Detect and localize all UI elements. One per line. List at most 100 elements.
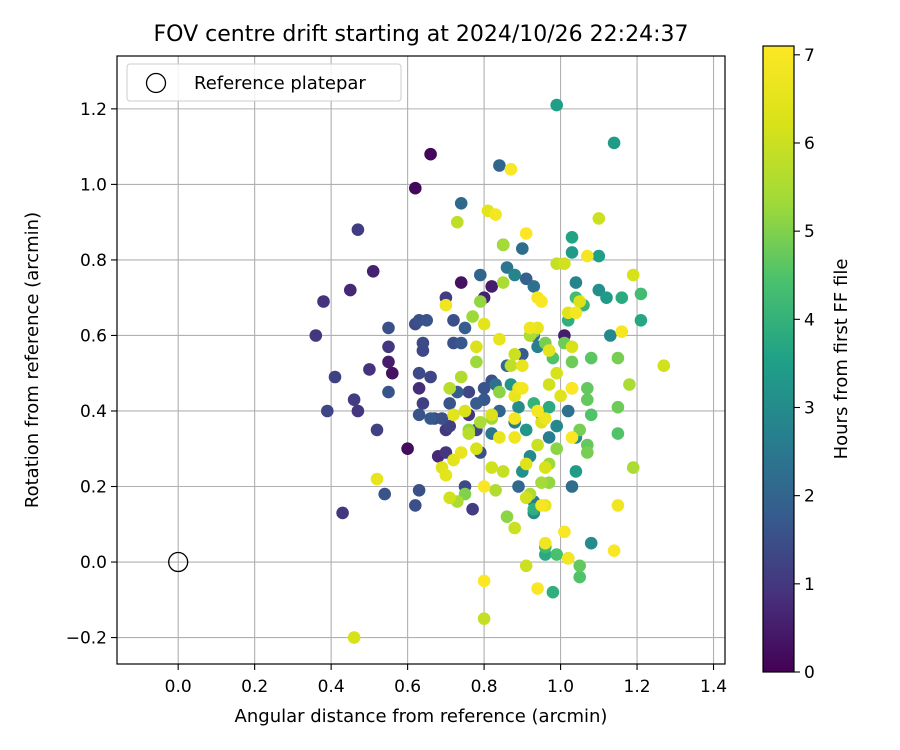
scatter-point: [584, 536, 598, 550]
scatter-point: [454, 276, 468, 289]
scatter-point: [386, 366, 399, 380]
scatter-point: [508, 348, 521, 361]
scatter-point: [611, 499, 625, 512]
scatter-point: [516, 242, 529, 255]
legend: Reference platepar: [126, 63, 402, 102]
scatter-point: [581, 382, 594, 395]
reference-platepar-marker: [168, 551, 189, 573]
scatter-point: [615, 291, 629, 305]
scatter-point: [378, 487, 392, 501]
scatter-point: [439, 298, 453, 312]
scatter-point: [477, 574, 491, 588]
scatter-point: [558, 525, 571, 539]
x-axis: 0.0 0.2 0.4 0.6 0.8 1.0 1.2 1.4: [165, 664, 727, 697]
scatter-point: [466, 310, 479, 323]
scatter-point: [474, 295, 487, 308]
scatter-point: [458, 321, 472, 335]
scatter-point: [512, 400, 525, 414]
x-tick-label: 0.2: [241, 677, 268, 697]
scatter-point: [607, 544, 621, 557]
scatter-point: [382, 385, 395, 399]
scatter-point: [573, 570, 586, 584]
scatter-point: [539, 461, 552, 474]
y-tick-label: 0.0: [80, 553, 107, 573]
scatter-point: [363, 363, 376, 376]
scatter-point: [569, 276, 583, 289]
scatter-point: [581, 393, 594, 407]
y-axis: −0.2 0.0 0.2 0.4 0.6 0.8 1.0 1.2: [66, 100, 117, 649]
scatter-point: [531, 404, 544, 418]
scatter-point: [477, 382, 491, 395]
scatter-point: [477, 612, 491, 625]
scatter-point: [604, 329, 617, 342]
colorbar-tick-label: 4: [804, 310, 815, 330]
scatter-point: [581, 249, 594, 263]
x-tick-label: 1.0: [547, 677, 574, 697]
scatter-point: [485, 280, 499, 293]
scatter-point: [370, 472, 384, 486]
colorbar-tick-label: 3: [804, 398, 815, 418]
scatter-point: [542, 400, 556, 414]
scatter-point: [496, 276, 510, 289]
scatter-point: [504, 163, 518, 176]
scatter-point: [519, 457, 533, 471]
scatter-point: [607, 136, 621, 150]
scatter-point: [626, 268, 640, 282]
colorbar: 0 1 2 3 4 5 6 7 Hours from first FF file: [762, 45, 852, 683]
scatter-point: [454, 336, 468, 350]
scatter-point: [565, 231, 579, 244]
chart-title: FOV centre drift starting at 2024/10/26 …: [154, 22, 689, 47]
colorbar-tick-label: 7: [804, 46, 815, 66]
scatter-point: [321, 404, 334, 418]
scatter-point: [561, 552, 575, 565]
colorbar-tick-label: 1: [804, 575, 815, 595]
scatter-point: [634, 314, 648, 327]
scatter-point: [382, 340, 395, 354]
legend-box: [126, 63, 402, 102]
colorbar-ticks: 0 1 2 3 4 5 6 7: [794, 46, 815, 683]
scatter-point: [535, 499, 548, 512]
scatter-point: [401, 442, 414, 456]
scatter-point: [424, 147, 437, 161]
scatter-point: [523, 321, 537, 335]
data-points: [309, 98, 671, 644]
scatter-point: [317, 295, 330, 308]
scatter-point: [474, 416, 487, 429]
scatter-point: [615, 325, 629, 339]
y-tick-label: 0.8: [80, 251, 107, 271]
scatter-point: [424, 412, 437, 425]
scatter-point: [370, 423, 384, 437]
x-tick-label: 0.6: [394, 677, 421, 697]
scatter-point: [550, 442, 563, 456]
scatter-point: [443, 419, 457, 433]
x-tick-label: 0.8: [471, 677, 498, 697]
colorbar-label: Hours from first FF file: [831, 259, 852, 460]
scatter-point: [535, 295, 548, 308]
scatter-point: [565, 480, 579, 493]
scatter-point: [466, 502, 479, 516]
plot-frame: [116, 55, 726, 665]
scatter-point: [657, 359, 671, 373]
scatter-point: [623, 378, 636, 391]
scatter-point: [516, 382, 529, 395]
scatter-point: [611, 351, 625, 365]
scatter-point: [412, 484, 426, 497]
y-axis-label: Rotation from reference (arcmin): [22, 212, 43, 508]
scatter-point: [573, 295, 586, 308]
scatter-point: [558, 257, 571, 271]
scatter-point: [462, 427, 476, 440]
scatter-point: [485, 408, 499, 422]
scatter-point: [435, 412, 449, 425]
scatter-point: [409, 181, 422, 195]
scatter-point: [600, 291, 613, 305]
scatter-point: [565, 355, 579, 369]
scatter-point: [454, 446, 468, 459]
scatter-point: [611, 400, 625, 414]
scatter-point: [382, 321, 395, 335]
y-tick-label: 0.4: [80, 402, 107, 422]
scatter-point: [493, 385, 506, 399]
scatter-point: [565, 382, 579, 395]
scatter-point: [527, 280, 541, 293]
colorbar-tick-label: 2: [804, 487, 815, 507]
scatter-point: [412, 408, 426, 422]
